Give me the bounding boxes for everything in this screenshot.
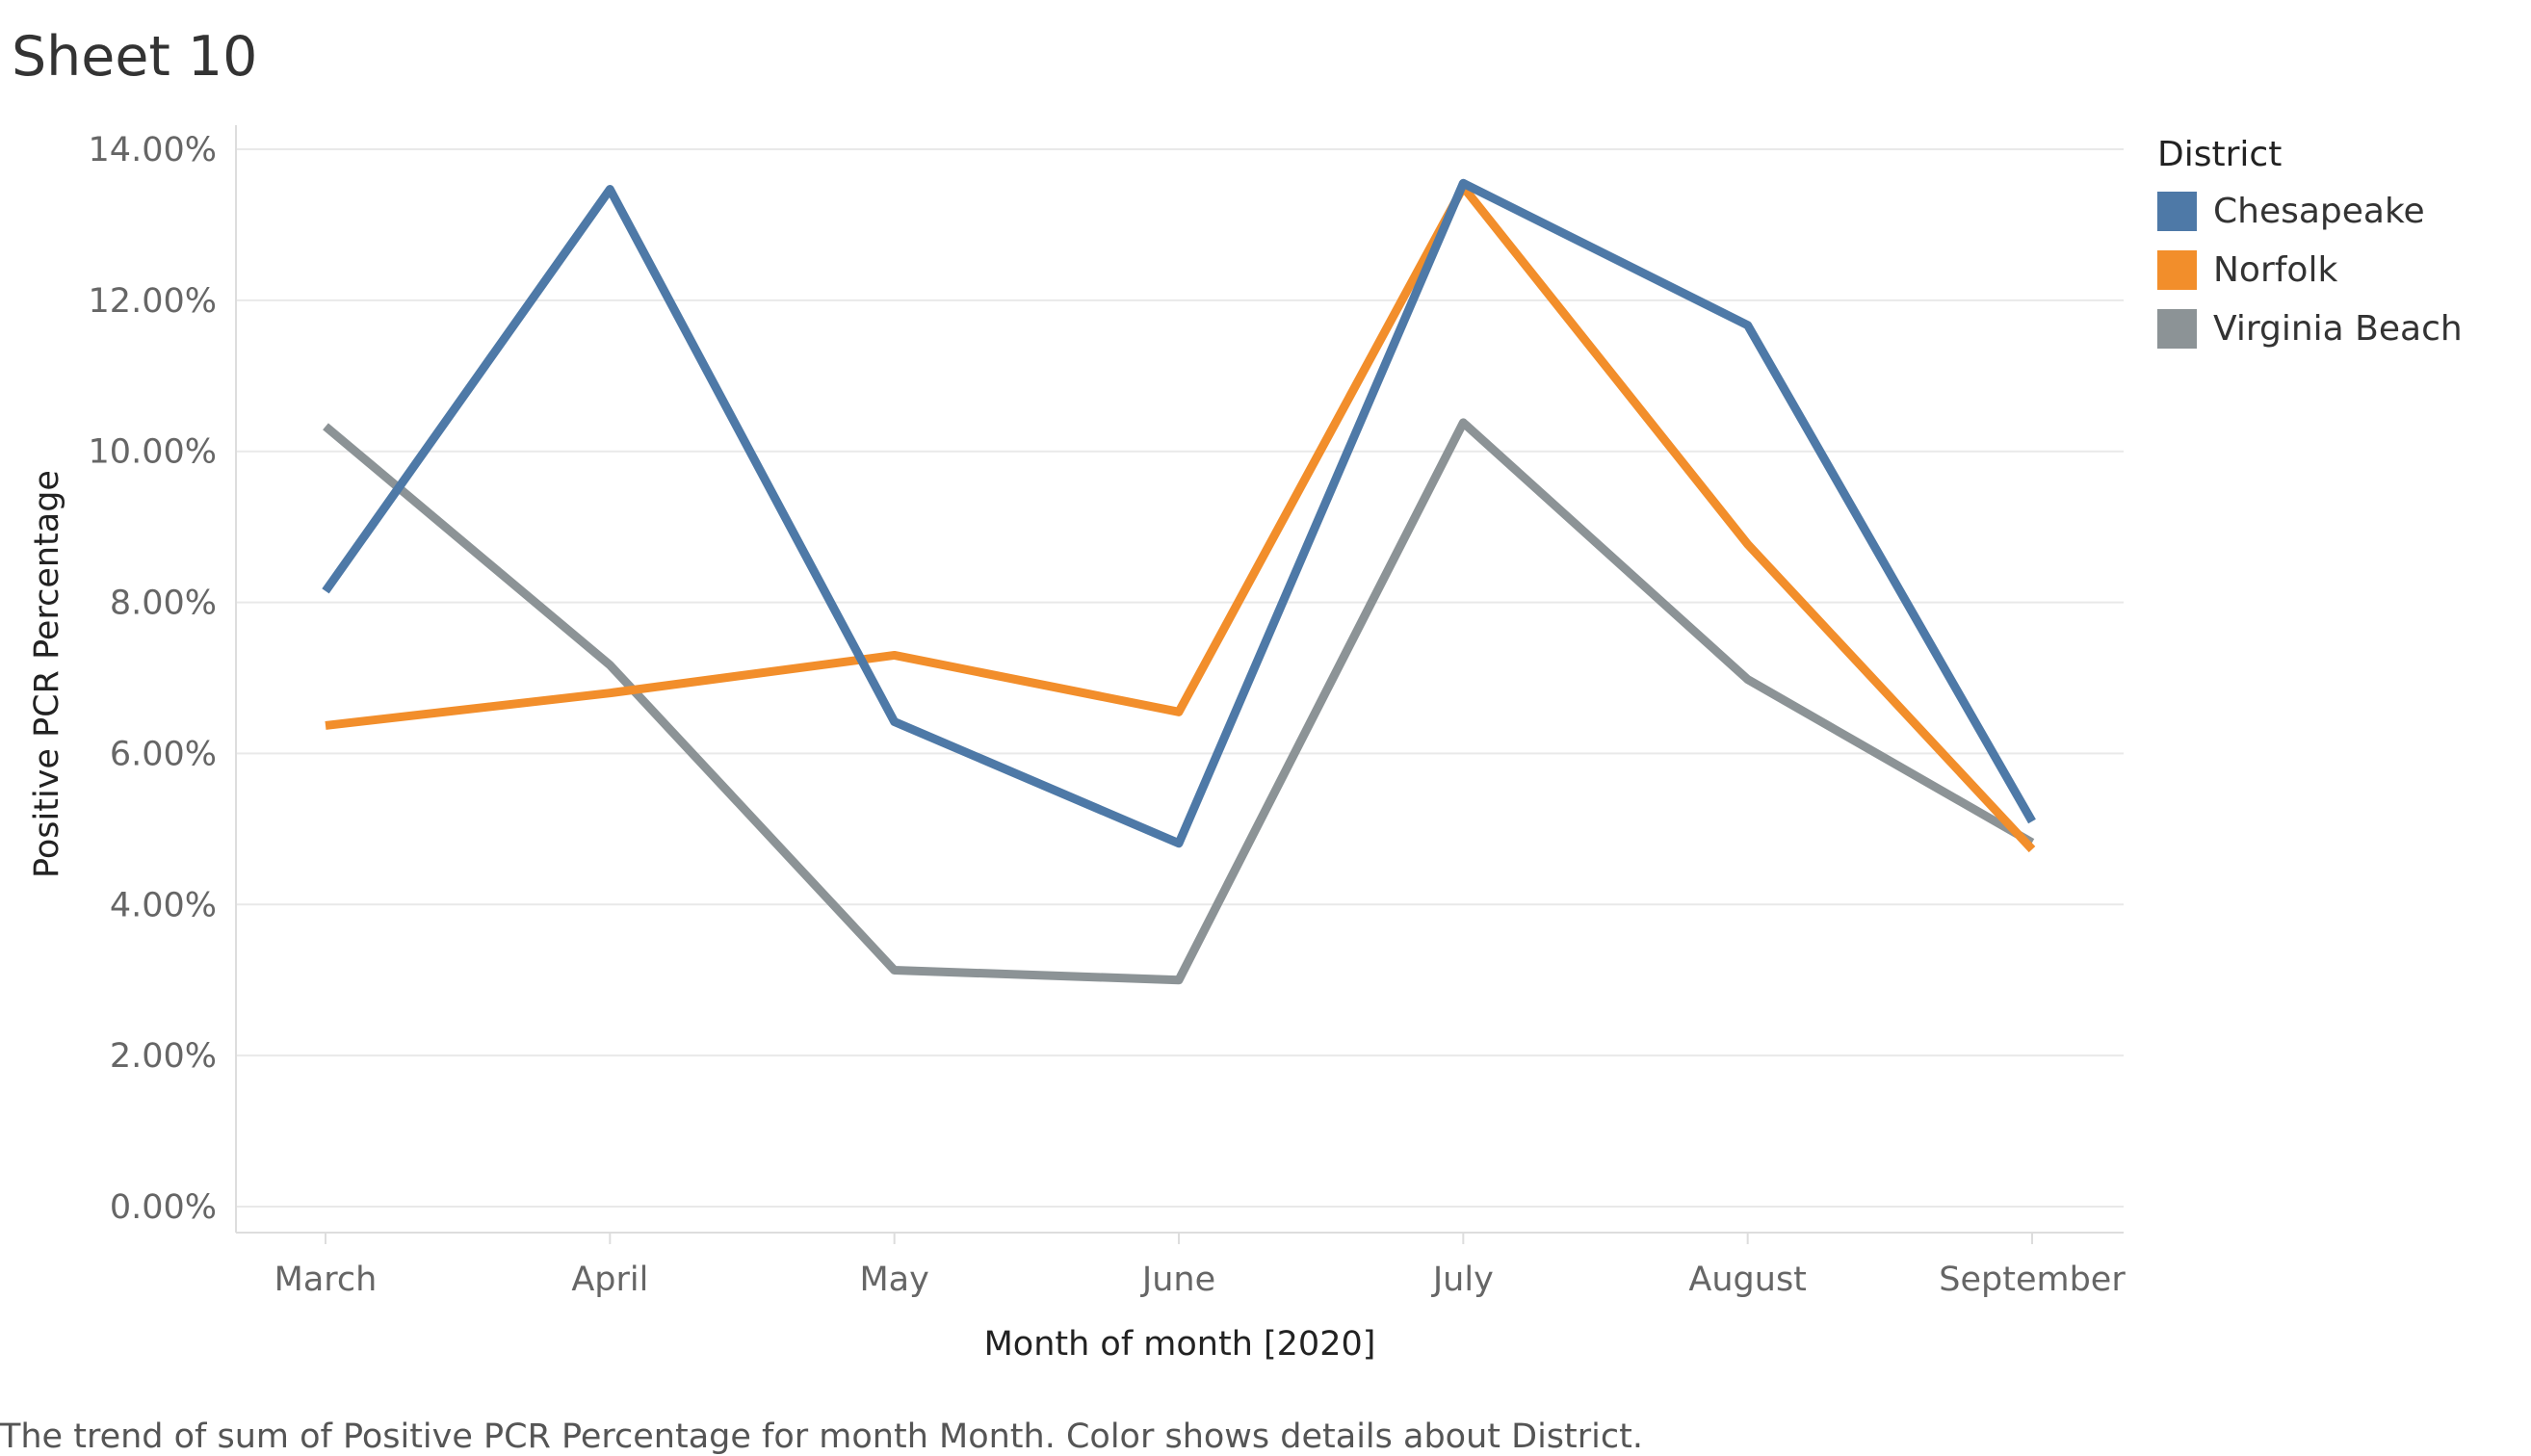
legend-label: Chesapeake [2213,192,2425,231]
legend-item-virginia-beach[interactable]: Virginia Beach [2157,299,2463,358]
y-tick-label: 2.00% [110,1037,217,1076]
series-line-chesapeake[interactable] [322,178,2036,848]
chart-caption: The trend of sum of Positive PCR Percent… [0,1417,1643,1456]
y-tick-label: 12.00% [89,282,217,321]
legend-swatch [2157,309,2197,349]
x-axis-title: Month of month [2020] [984,1325,1376,1364]
series-line-virginia-beach[interactable] [323,418,2035,985]
y-axis-title: Positive PCR Percentage [28,470,66,878]
sheet-title: Sheet 10 [12,25,258,89]
y-tick-label: 6.00% [110,735,217,773]
x-tick-label: September [1939,1261,2126,1299]
legend-label: Norfolk [2213,250,2338,290]
gridlines [236,148,2124,1208]
x-tick-label: March [274,1261,378,1299]
legend-swatch [2157,192,2197,231]
x-tick-label: July [1431,1261,1494,1299]
legend-title: District [2157,135,2283,174]
y-tick-label: 0.00% [110,1188,217,1227]
y-tick-label: 4.00% [110,886,217,924]
y-tick-label: 10.00% [89,433,217,472]
series-lines [322,178,2036,985]
x-tick-label: June [1140,1261,1215,1299]
x-tick-label: May [859,1261,928,1299]
y-tick-label: 14.00% [89,131,217,169]
legend: District Chesapeake Norfolk Virginia Beach [2157,135,2463,358]
legend-item-norfolk[interactable]: Norfolk [2157,241,2463,299]
x-axis: March April May June July August September [236,1232,2126,1299]
series-line-norfolk[interactable] [325,182,2036,853]
x-tick-label: August [1688,1261,1806,1299]
legend-item-chesapeake[interactable]: Chesapeake [2157,182,2463,241]
x-tick-label: April [571,1261,648,1299]
y-tick-label: 8.00% [110,585,217,623]
legend-items: Chesapeake Norfolk Virginia Beach [2157,182,2463,358]
y-axis: 0.00% 2.00% 4.00% 6.00% 8.00% 10.00% 12.00% 14.… [89,125,237,1233]
legend-swatch [2157,250,2197,290]
legend-label: Virginia Beach [2213,309,2463,349]
